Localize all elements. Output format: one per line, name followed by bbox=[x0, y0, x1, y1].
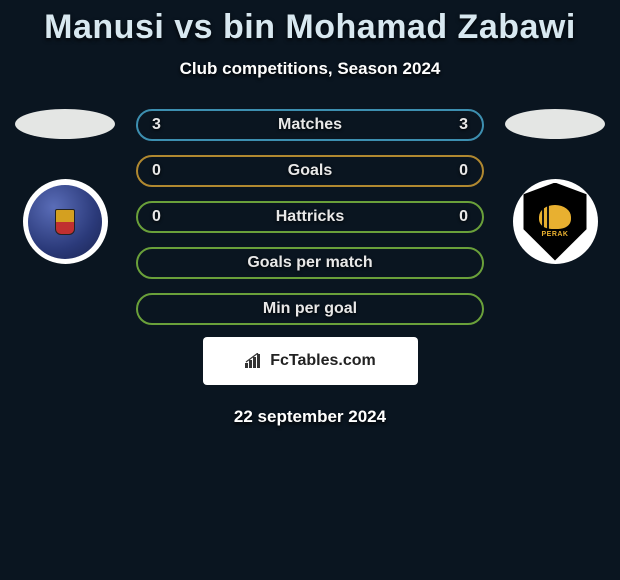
right-column: PERAK bbox=[500, 109, 610, 264]
player-right-oval bbox=[505, 109, 605, 139]
stat-left-value: 0 bbox=[152, 162, 182, 180]
main-row: 3 Matches 3 0 Goals 0 0 Hattricks 0 Goal… bbox=[0, 109, 620, 325]
comparison-card: Manusi vs bin Mohamad Zabawi Club compet… bbox=[0, 0, 620, 427]
stat-row-gpm: Goals per match bbox=[136, 247, 484, 279]
crest-left-badge-icon bbox=[55, 209, 75, 235]
stat-row-matches: 3 Matches 3 bbox=[136, 109, 484, 141]
stat-left-value: 3 bbox=[152, 116, 182, 134]
stat-row-mpg: Min per goal bbox=[136, 293, 484, 325]
brand-label: FcTables.com bbox=[270, 352, 376, 370]
date-label: 22 september 2024 bbox=[0, 407, 620, 427]
stat-row-goals: 0 Goals 0 bbox=[136, 155, 484, 187]
crest-right-shield-icon: PERAK bbox=[520, 183, 590, 261]
crest-right-label: PERAK bbox=[541, 231, 568, 238]
tiger-icon bbox=[539, 205, 571, 229]
stat-label: Goals bbox=[182, 162, 438, 180]
stat-label: Hattricks bbox=[182, 208, 438, 226]
brand-logo[interactable]: FcTables.com bbox=[203, 337, 418, 385]
player-left-oval bbox=[15, 109, 115, 139]
crest-right: PERAK bbox=[513, 179, 598, 264]
crest-left bbox=[23, 179, 108, 264]
stat-label: Matches bbox=[182, 116, 438, 134]
left-column bbox=[10, 109, 120, 264]
stat-label: Min per goal bbox=[152, 300, 468, 318]
stat-right-value: 3 bbox=[438, 116, 468, 134]
stat-left-value: 0 bbox=[152, 208, 182, 226]
stat-right-value: 0 bbox=[438, 208, 468, 226]
stat-row-hattricks: 0 Hattricks 0 bbox=[136, 201, 484, 233]
stat-label: Goals per match bbox=[152, 254, 468, 272]
stat-right-value: 0 bbox=[438, 162, 468, 180]
subtitle: Club competitions, Season 2024 bbox=[0, 59, 620, 79]
bar-chart-icon bbox=[244, 353, 264, 369]
stats-column: 3 Matches 3 0 Goals 0 0 Hattricks 0 Goal… bbox=[120, 109, 500, 325]
page-title: Manusi vs bin Mohamad Zabawi bbox=[0, 8, 620, 47]
crest-left-inner bbox=[28, 185, 102, 259]
